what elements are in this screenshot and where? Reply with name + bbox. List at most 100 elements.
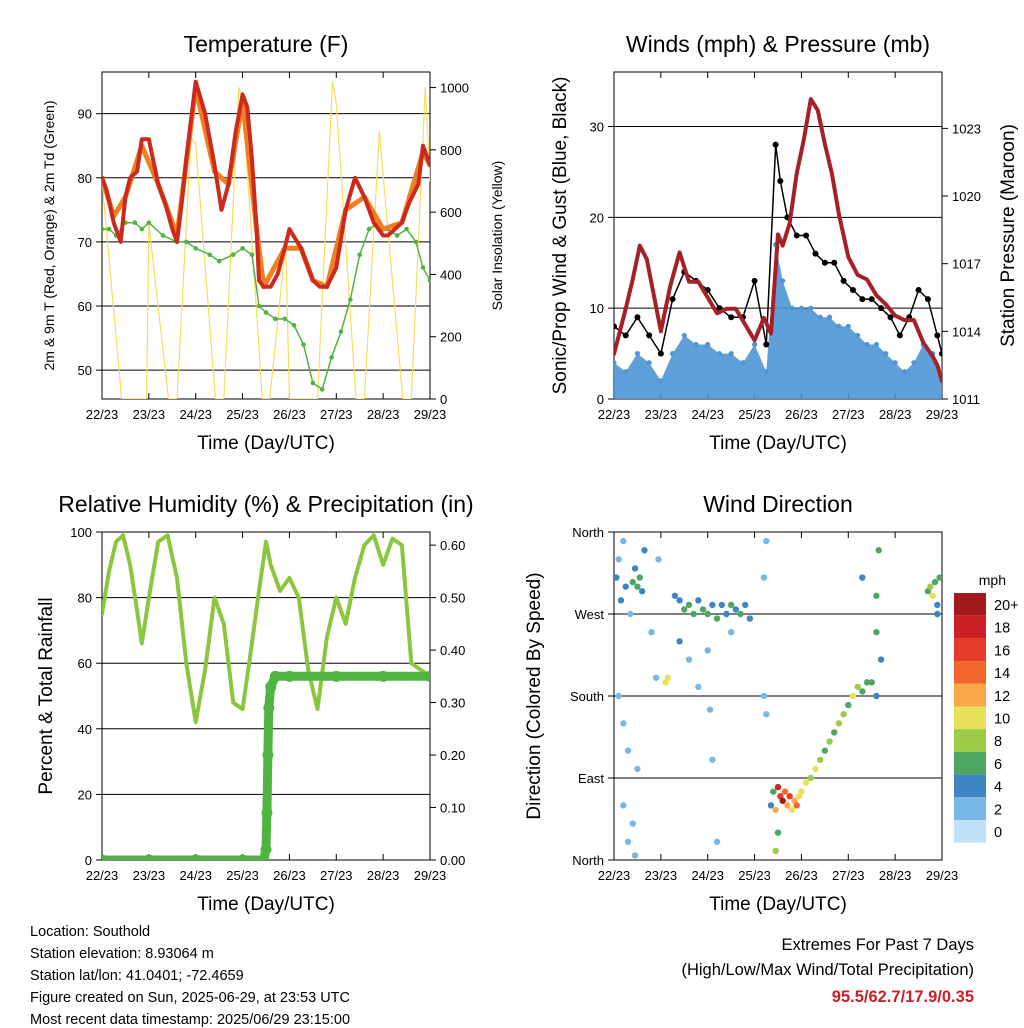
wind-direction-point	[676, 638, 683, 645]
wind-direction-point	[695, 597, 702, 604]
series-solar-insolation	[102, 80, 430, 399]
wind-direction-point	[664, 674, 672, 681]
wind-direction-point	[859, 574, 866, 581]
wind-direction-point	[681, 606, 688, 613]
panel-1: Temperature (F) 22/23 23/23 24/23 25/23 26/23…	[41, 31, 505, 454]
wind-direction-point	[774, 829, 782, 836]
series-gust-line	[614, 143, 942, 355]
figure-created: Figure created on Sun, 2025-06-29, at 23…	[30, 990, 350, 1006]
wind-direction-point	[634, 583, 641, 590]
x-tick-label: 24/23	[691, 407, 724, 422]
wind-direction-point	[624, 838, 632, 845]
x-tick-label: 27/23	[832, 868, 865, 883]
y-tick-label: North	[572, 525, 604, 540]
series-precipitation-point	[262, 749, 274, 761]
x-tick-label: 27/23	[320, 868, 353, 883]
series-2m-temperature	[102, 79, 430, 289]
y-axis-label: Direction (Colored By Speed)	[524, 572, 545, 819]
y-tick-label: North	[572, 853, 604, 868]
wind-direction-point	[788, 806, 796, 814]
legend-label: 6	[994, 757, 1002, 773]
series-wind-point	[751, 341, 758, 348]
series-wind-point	[693, 341, 699, 348]
wind-direction-point	[936, 574, 942, 581]
wind-direction-point	[652, 674, 660, 681]
series-precipitation-point	[258, 854, 270, 860]
legend-label: 14	[994, 666, 1010, 682]
station-latlon: Station lat/lon: 41.0401; -72.4659	[30, 968, 244, 984]
y2-tick-label: 1023	[952, 121, 981, 136]
series-wind-point	[836, 323, 842, 329]
wind-direction-point	[709, 601, 716, 609]
panel-title: Temperature (F)	[184, 31, 349, 57]
series-wind-point	[883, 350, 889, 357]
series-wind-point	[901, 369, 908, 375]
series-wind-point	[855, 332, 861, 339]
legend-label: 18	[994, 621, 1010, 637]
wind-direction-point	[772, 806, 779, 814]
wind-direction-point	[835, 720, 843, 727]
wind-direction-point	[793, 802, 800, 809]
y2-axis-label: Solar Insolation (Yellow)	[489, 161, 505, 311]
series-relative-humidity	[102, 533, 430, 725]
series-wind-point	[789, 305, 795, 311]
wind-direction-point	[746, 615, 754, 622]
series-precipitation-point	[269, 670, 281, 682]
panel-2: Winds (mph) & Pressure (mb) 22/23 23/23 24/…	[550, 31, 1019, 454]
y-tick-label: 80	[78, 171, 92, 186]
wind-direction-point	[617, 597, 625, 604]
y2-tick-label: 800	[440, 143, 462, 158]
wind-direction-point	[821, 747, 829, 754]
x-tick-label: 24/23	[691, 868, 724, 883]
wind-direction-point	[760, 574, 768, 581]
y-tick-label: 10	[590, 301, 604, 316]
y2-tick-label: 0.10	[440, 801, 465, 816]
series-precipitation-point	[143, 854, 155, 860]
series-station-pressure	[614, 97, 942, 383]
y-tick-label: 40	[78, 722, 92, 737]
wind-direction-point	[695, 683, 702, 691]
series-precipitation-point	[260, 844, 272, 856]
wind-direction-point	[875, 547, 882, 554]
wind-direction-point	[627, 610, 634, 618]
wind-direction-point	[798, 788, 805, 795]
x-tick-label: 28/23	[367, 868, 400, 883]
x-tick-label: 23/23	[645, 868, 678, 883]
wind-direction-point	[760, 692, 768, 700]
y-tick-label: 90	[78, 107, 92, 122]
wind-direction-point	[816, 756, 824, 763]
legend-swatch	[954, 593, 986, 616]
legend-swatch	[954, 638, 986, 662]
legend-swatch	[954, 774, 986, 798]
wind-direction-point	[614, 574, 620, 581]
series-wind-point	[763, 369, 769, 375]
extremes-title: Extremes For Past 7 Days	[781, 936, 974, 954]
x-tick-label: 26/23	[273, 407, 306, 422]
x-tick-label: 26/23	[785, 407, 818, 422]
y-tick-label: 30	[590, 120, 604, 135]
x-tick-label: 26/23	[785, 868, 818, 883]
series-wind-point	[623, 369, 629, 375]
series-wind-point	[681, 332, 687, 339]
wind-direction-point	[812, 765, 819, 773]
series-precipitation-point	[265, 681, 277, 693]
y2-tick-label: 0.00	[440, 853, 465, 868]
x-tick-label: 25/23	[738, 868, 771, 883]
wind-direction-point	[781, 788, 789, 795]
wind-direction-point	[629, 820, 636, 827]
wind-direction-point	[706, 706, 714, 713]
x-tick-label: 29/23	[926, 407, 959, 422]
wind-direction-point	[845, 701, 852, 709]
wind-direction-point	[727, 601, 735, 609]
wind-direction-point	[772, 847, 779, 855]
wind-direction-point	[713, 615, 721, 622]
x-tick-label: 22/23	[598, 407, 631, 422]
x-tick-label: 22/23	[86, 868, 119, 883]
panel-3: Relative Humidity (%) & Precipitation (i…	[36, 491, 474, 915]
x-tick-label: 23/23	[133, 868, 166, 883]
series-precipitation-point	[190, 854, 202, 860]
series-wind-point	[669, 350, 676, 357]
wind-direction-point	[840, 711, 847, 718]
y-tick-label: 100	[70, 525, 92, 540]
series-9m-temperature	[102, 85, 430, 290]
